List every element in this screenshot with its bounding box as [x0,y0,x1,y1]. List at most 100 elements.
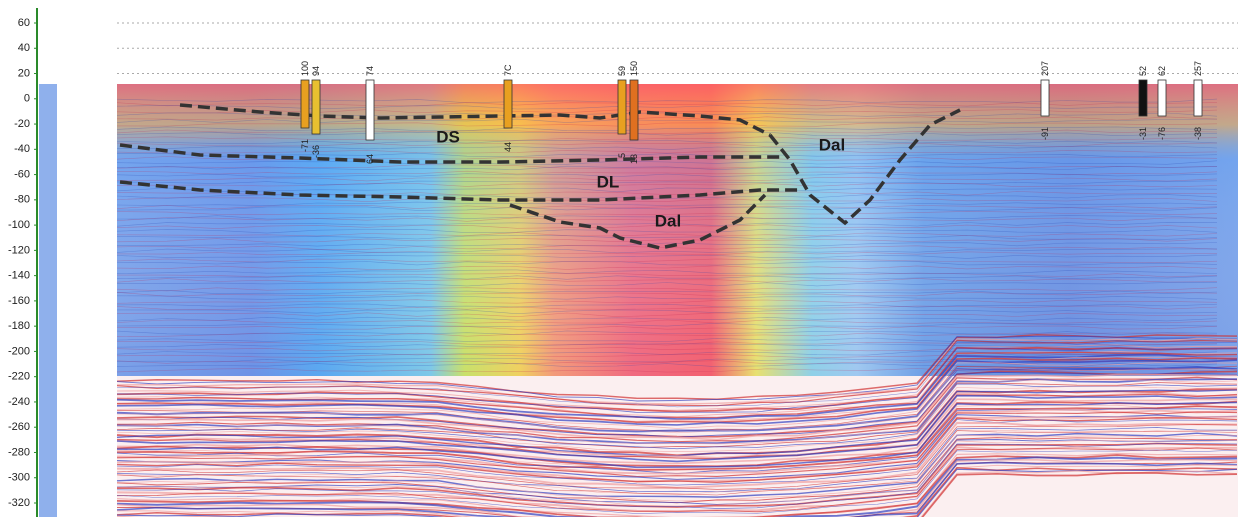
reflector [116,373,1238,441]
y-tick-label: -80 [14,194,30,206]
reflector [116,316,1218,322]
left-strip [39,84,57,517]
well [1040,79,1050,117]
reflector [116,401,1238,469]
reflector [116,309,1218,315]
y-tick-label: -100 [8,219,30,231]
reflector [116,182,1218,188]
reflector [116,164,1218,169]
well [311,79,321,135]
reflector [116,165,1218,171]
reflector [116,136,1218,141]
reflector [116,215,1218,220]
well-top-label: 59 [617,66,627,76]
reflector [116,206,1218,211]
reflector [116,278,1218,283]
reflector [116,122,1218,127]
reflector [116,368,1218,373]
reflector [116,204,1218,210]
reflector [116,344,1238,411]
y-tick-label: -120 [8,244,30,256]
horizon [179,103,771,137]
reflector [116,400,1238,468]
reflector [116,109,1218,114]
reflector [116,265,1218,270]
well-bottom-label: -91 [1040,127,1050,140]
reflector [116,408,1238,475]
reflector [116,322,1218,327]
well-top-label: 150 [629,61,639,76]
reflector [117,152,1218,158]
reflector [116,447,1238,513]
reflector [116,287,1218,292]
reflector [116,337,1238,405]
reflector [116,269,1218,275]
reflector [116,343,1218,348]
reflector [116,197,1218,202]
reflector [116,346,1218,352]
reflector [116,224,1218,229]
well-bottom-label: -38 [1193,127,1203,140]
reflector [116,319,1218,324]
reflector [116,160,1218,165]
reflector [116,456,1238,517]
well-bottom-label: -76 [1157,127,1167,140]
reflector [116,238,1218,243]
annotation: DS [436,127,460,146]
well-bottom-label: 64 [365,154,375,164]
reflector [116,116,1218,121]
reflector [116,201,1218,207]
reflector [116,360,1218,365]
reflector [116,104,1218,110]
reflector [116,362,1238,429]
well-bottom-label: 5 [617,153,627,158]
reflector [116,468,1238,517]
reflector [116,351,1238,419]
reflector [117,464,1238,517]
reflector [116,341,1218,346]
well [300,79,310,129]
reflector [116,332,1218,337]
y-tick-label: -240 [8,396,30,408]
reflector [116,142,1218,148]
reflector [116,337,1218,343]
y-tick-label: -140 [8,270,30,282]
reflector [117,272,1218,278]
reflector [116,341,1238,408]
well-bottom-label: -31 [1138,127,1148,140]
reflector [116,429,1238,496]
well-bottom-label: -36 [311,145,321,158]
y-tick-label: -220 [8,371,30,383]
well [629,79,639,141]
reflector [116,363,1218,368]
y-tick-label: -280 [8,446,30,458]
reflector [116,232,1218,237]
well-bottom-label: 44 [503,142,513,152]
well-top-label: 94 [311,66,321,76]
reflector [116,303,1218,308]
reflector [116,295,1218,300]
reflector [116,258,1218,263]
reflector [116,430,1238,496]
reflector [116,222,1218,227]
reflector [116,254,1218,259]
reflector [116,379,1238,445]
reflector [116,394,1238,463]
y-tick-label: -40 [14,143,30,155]
reflector [116,359,1238,426]
y-tick-label: -260 [8,421,30,433]
well-top-label: 257 [1193,61,1203,76]
annotation: Dal [819,135,845,154]
reflector [116,299,1218,304]
reflector [116,419,1238,486]
reflector [116,187,1218,193]
well-top-label: 52 [1138,66,1148,76]
reflector [116,126,1218,132]
reflector [116,291,1218,297]
y-tick-label: -200 [8,345,30,357]
reflector [116,102,1218,107]
reflector [116,449,1238,514]
well-top-label: 7C [503,64,513,76]
reflector [116,461,1238,517]
